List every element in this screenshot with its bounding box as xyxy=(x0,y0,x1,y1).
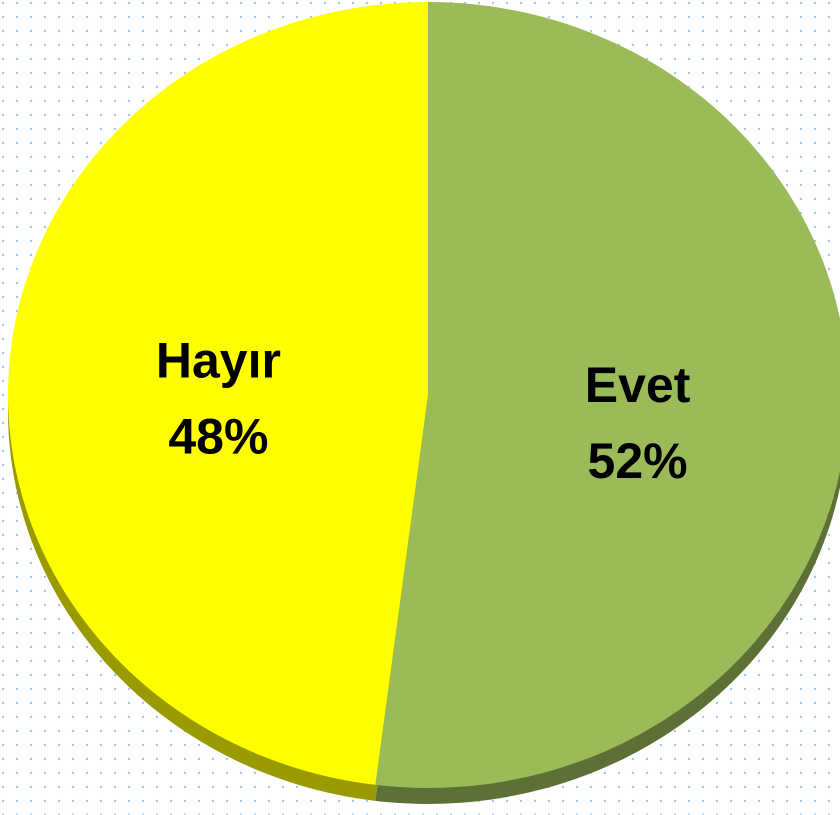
labels: Evet 52% Hayır 48% xyxy=(156,333,691,490)
slice-value-label: 48% xyxy=(168,409,268,465)
slice-value-label: 52% xyxy=(588,433,688,489)
slice-label: Evet xyxy=(585,357,691,413)
pie xyxy=(7,2,840,788)
slice xyxy=(375,2,840,788)
slice xyxy=(7,2,429,785)
slice-label: Hayır xyxy=(156,333,281,389)
